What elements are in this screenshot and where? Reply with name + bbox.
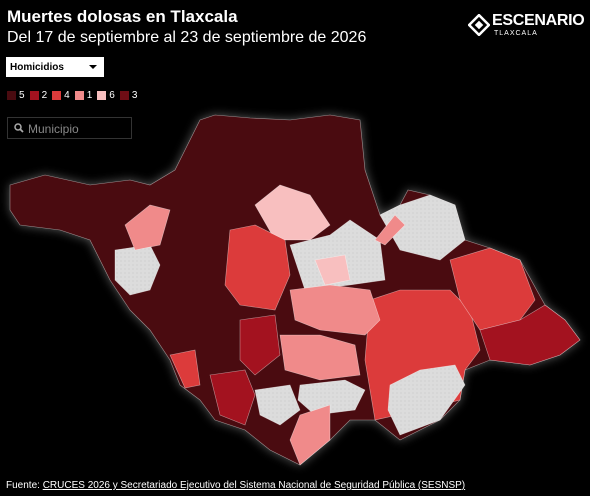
legend-swatch	[97, 91, 107, 100]
municipio	[209, 369, 256, 426]
legend-label: 1	[86, 90, 93, 101]
logo-sub: TLAXCALA	[494, 30, 538, 37]
search-placeholder: Municipio	[28, 122, 79, 136]
legend-swatch	[29, 91, 39, 100]
municipio	[169, 349, 201, 389]
legend-swatch	[74, 91, 84, 100]
legend-item: 2	[29, 90, 48, 101]
legend-swatch	[119, 91, 129, 100]
legend-label: 3	[131, 90, 138, 101]
legend-label: 2	[41, 90, 48, 101]
footer-source-link[interactable]: CRUCES 2026 y Secretariado Ejecutivo del…	[42, 480, 466, 491]
subtitle: Del 17 de septiembre al 23 de septiembre…	[7, 29, 367, 46]
municipio	[254, 384, 301, 426]
footer: Fuente: CRUCES 2026 y Secretariado Ejecu…	[6, 480, 465, 491]
legend-item: 4	[52, 90, 70, 101]
title: Muertes dolosas en Tlaxcala	[7, 7, 238, 26]
search-box[interactable]: Municipio	[7, 117, 132, 139]
logo-name: ESCENARIO	[492, 12, 585, 29]
municipio	[124, 204, 171, 251]
municipio	[314, 254, 351, 286]
footer-prefix: Fuente:	[6, 480, 40, 491]
municipio	[387, 364, 466, 436]
legend: 5 2 4 1 6 3	[7, 90, 137, 101]
legend-item: 5	[7, 90, 25, 101]
logo: ESCENARIO TLAXCALA	[468, 12, 585, 42]
municipio	[297, 379, 366, 416]
legend-label: 4	[64, 90, 70, 101]
municipio	[289, 284, 381, 336]
legend-label: 5	[19, 90, 25, 101]
logo-icon	[468, 14, 490, 36]
legend-label: 6	[109, 90, 115, 101]
municipio	[239, 314, 281, 376]
municipio	[224, 224, 291, 311]
municipio	[449, 247, 536, 331]
municipio	[479, 304, 581, 366]
legend-item: 1	[74, 90, 93, 101]
legend-swatch	[52, 91, 62, 100]
municipio	[289, 404, 331, 466]
legend-item: 6	[97, 90, 115, 101]
municipio	[279, 334, 361, 381]
legend-item: 3	[119, 90, 138, 101]
municipio	[379, 194, 466, 261]
dropdown[interactable]: Homicidios	[6, 57, 104, 77]
map	[9, 114, 581, 466]
search-icon	[14, 123, 24, 133]
legend-swatch	[7, 91, 16, 100]
municipio	[374, 214, 406, 246]
